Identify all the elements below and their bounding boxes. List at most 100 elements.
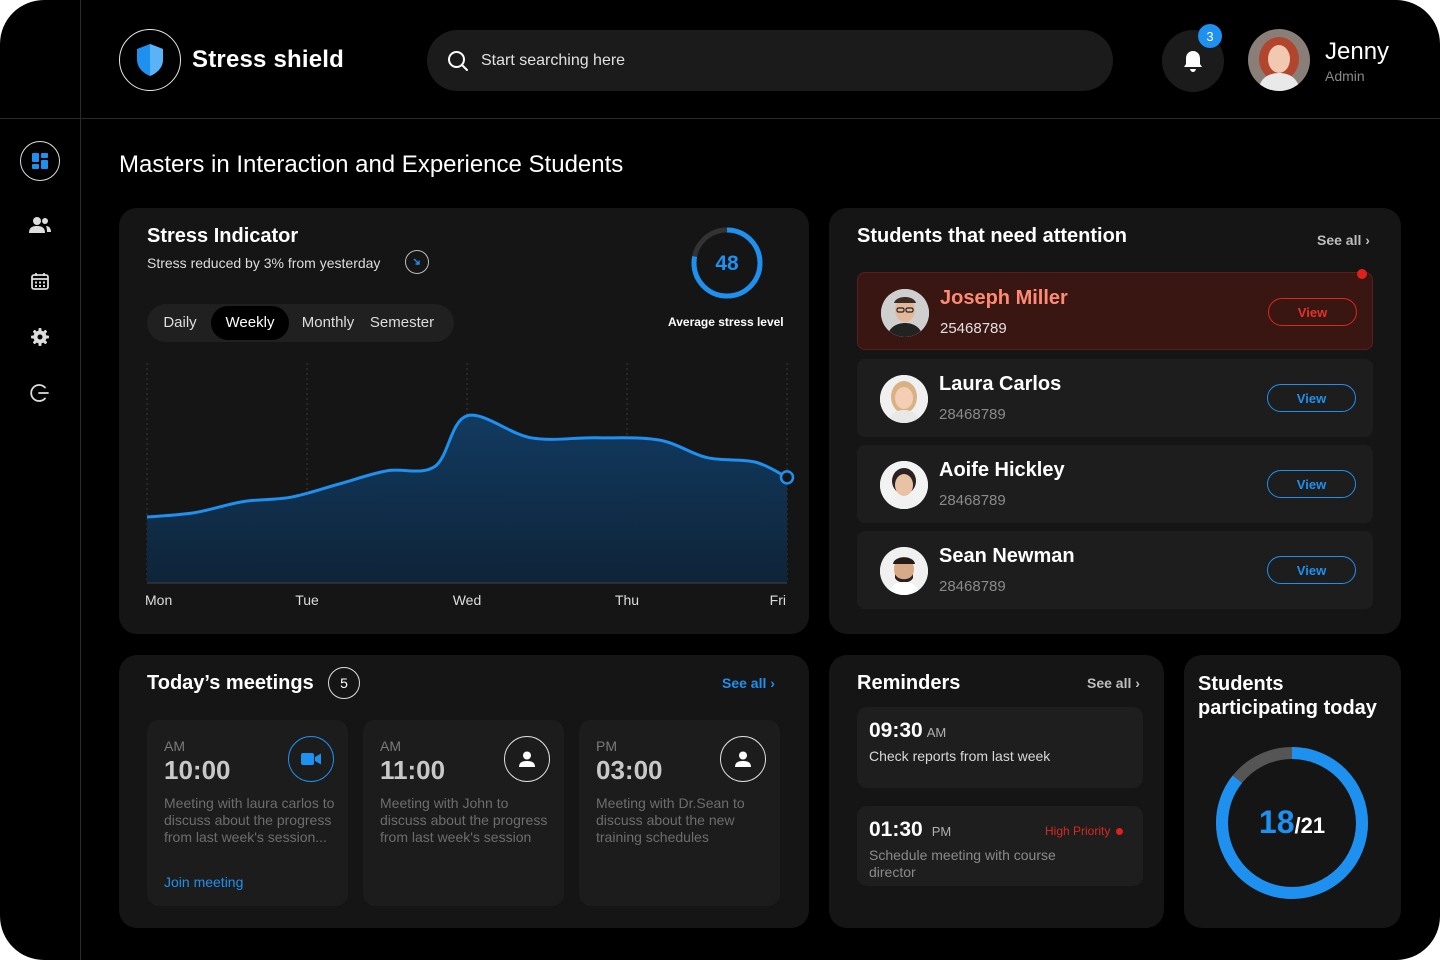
priority-label: High Priority (1045, 824, 1111, 838)
chart-area-fill (147, 415, 787, 583)
reminders-see-all[interactable]: See all › (1087, 675, 1140, 691)
chart-x-tick-label: Tue (295, 592, 319, 608)
participation-value: 18/21 (1259, 804, 1325, 840)
stress-chart: Mon Tue Wed Thu Fri (145, 363, 795, 608)
attention-see-all-label: See all (1317, 232, 1362, 248)
notification-badge: 3 (1198, 24, 1222, 48)
student-avatar (881, 289, 929, 337)
stress-subtitle: Stress reduced by 3% from yesterday (147, 255, 381, 271)
reminder-time: 09:30 AM (869, 719, 946, 743)
meeting-description: Meeting with Dr.Sean to discuss about th… (596, 795, 745, 845)
sidebar-divider (80, 0, 81, 960)
meeting-card[interactable]: PM 03:00 Meeting with Dr.Sean to discuss… (579, 720, 780, 906)
search-bar[interactable] (427, 30, 1113, 91)
student-row[interactable]: Joseph Miller 25468789 View (857, 269, 1373, 350)
tab-daily[interactable]: Daily (163, 314, 197, 331)
student-name: Laura Carlos (939, 373, 1062, 395)
chevron-right-icon: › (770, 675, 775, 691)
reminder-ampm: PM (931, 824, 952, 839)
view-student-button[interactable]: View (1267, 384, 1356, 412)
top-bar (0, 0, 1440, 119)
student-row[interactable]: Sean Newman 28468789 View (857, 531, 1373, 609)
view-student-button[interactable]: View (1267, 556, 1356, 584)
student-id: 25468789 (940, 320, 1007, 337)
meetings-see-all[interactable]: See all › (722, 675, 775, 691)
meeting-card[interactable]: AM 10:00 Meeting with laura carlos to di… (147, 720, 348, 906)
tab-weekly[interactable]: Weekly (211, 306, 289, 340)
reminder-item[interactable]: 09:30 AM Check reports from last week (857, 707, 1143, 788)
student-id: 28468789 (939, 578, 1006, 595)
view-student-button[interactable]: View (1267, 470, 1356, 498)
search-input[interactable] (481, 51, 1081, 70)
attention-card: Students that need attention See all › J… (829, 208, 1401, 634)
video-icon[interactable] (288, 736, 334, 782)
average-stress-label: Average stress level (668, 315, 784, 329)
student-avatar (880, 375, 928, 423)
participation-total: /21 (1295, 813, 1326, 838)
attention-see-all[interactable]: See all › (1317, 232, 1370, 248)
meeting-time: 03:00 (596, 755, 663, 785)
meeting-card[interactable]: AM 11:00 Meeting with John to discuss ab… (363, 720, 564, 906)
dashboard-icon (32, 153, 48, 169)
nav-calendar[interactable] (20, 261, 60, 301)
meeting-ampm: AM (164, 738, 185, 754)
priority-dot (1115, 828, 1123, 835)
meetings-card: Today’s meetings 5 See all › AM 10:00 Me… (119, 655, 809, 928)
calendar-icon (31, 273, 49, 290)
shield-logo-icon[interactable] (119, 29, 181, 91)
reminder-time: 01:30 PM (869, 818, 951, 842)
student-name: Aoife Hickley (939, 459, 1065, 481)
search-icon (448, 50, 468, 71)
stress-indicator-card: Stress Indicator Stress reduced by 3% fr… (119, 208, 809, 634)
brand-name: Stress shield (192, 46, 345, 73)
reminder-ampm: AM (926, 725, 947, 740)
chart-x-tick-label: Mon (145, 592, 172, 608)
logout-icon (30, 384, 49, 402)
meetings-title: Today’s meetings (147, 672, 314, 694)
meetings-count-badge: 5 (328, 667, 360, 699)
tab-monthly[interactable]: Monthly (301, 314, 355, 331)
alert-dot (1357, 269, 1367, 279)
participation-count: 18 (1259, 804, 1295, 840)
nav-settings[interactable] (20, 317, 60, 357)
student-id: 28468789 (939, 492, 1006, 509)
reminder-time-value: 09:30 (869, 719, 923, 742)
bell-icon (1184, 51, 1202, 72)
user-avatar[interactable] (1248, 29, 1310, 91)
reminder-time-value: 01:30 (869, 818, 923, 841)
reminder-description: Schedule meeting with course director (869, 847, 1056, 880)
chart-x-tick-label: Wed (453, 592, 482, 608)
chart-end-point (779, 470, 795, 485)
person-icon[interactable] (720, 736, 766, 782)
student-avatar (880, 461, 928, 509)
person-icon[interactable] (504, 736, 550, 782)
student-row[interactable]: Laura Carlos 28468789 View (857, 359, 1373, 437)
trend-down-icon[interactable] (405, 250, 429, 274)
nav-students[interactable] (20, 205, 60, 245)
gear-icon (31, 328, 49, 346)
join-meeting-link[interactable]: Join meeting (164, 874, 244, 890)
student-row[interactable]: Aoife Hickley 28468789 View (857, 445, 1373, 523)
meeting-ampm: PM (596, 738, 617, 754)
nav-dashboard[interactable] (20, 141, 60, 181)
participation-card: Students participating today 18/21 (1184, 655, 1401, 928)
tab-semester[interactable]: Semester (369, 314, 435, 331)
attention-title: Students that need attention (857, 225, 1127, 247)
user-name: Jenny (1325, 38, 1390, 65)
priority-badge: High Priority (1045, 824, 1123, 838)
chart-x-tick-label: Thu (615, 592, 639, 608)
period-tabs: Daily Weekly Monthly Semester (147, 304, 454, 342)
view-student-button[interactable]: View (1268, 298, 1357, 326)
chart-x-tick-label: Fri (770, 592, 786, 608)
average-stress-value: 48 (715, 252, 739, 275)
student-avatar (880, 547, 928, 595)
user-role: Admin (1325, 68, 1365, 84)
student-id: 28468789 (939, 406, 1006, 423)
meeting-ampm: AM (380, 738, 401, 754)
nav-logout[interactable] (20, 373, 60, 413)
reminder-description: Check reports from last week (869, 748, 1051, 764)
reminder-item[interactable]: 01:30 PM High Priority Schedule meeting w… (857, 806, 1143, 886)
page-title: Masters in Interaction and Experience St… (119, 151, 624, 178)
student-name: Sean Newman (939, 545, 1075, 567)
average-stress-gauge: 48 (691, 227, 763, 299)
